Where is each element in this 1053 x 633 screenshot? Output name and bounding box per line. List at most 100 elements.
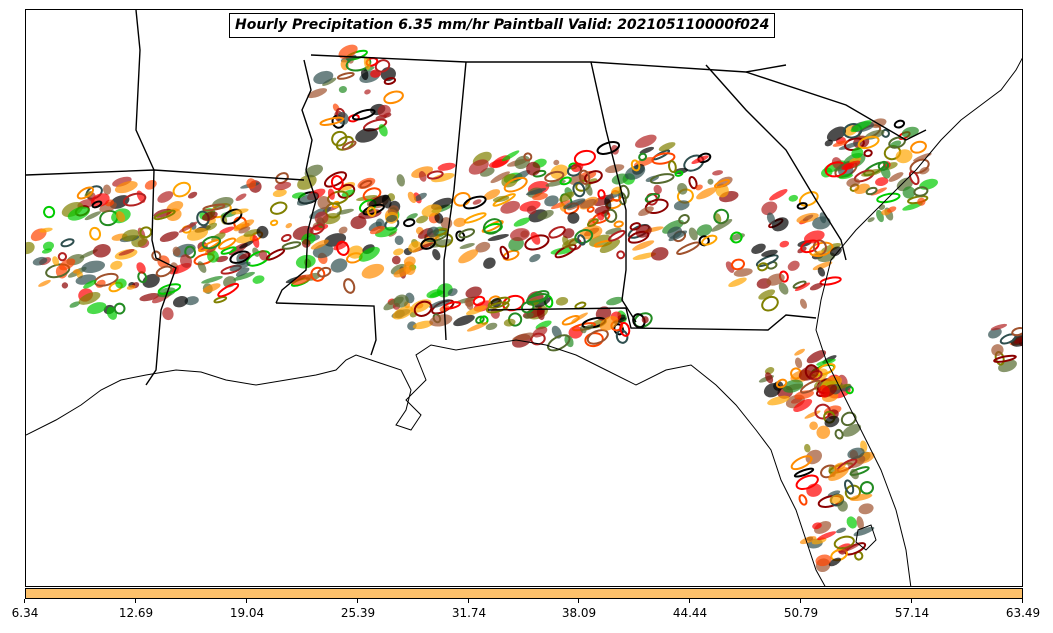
precip-blob [383,77,397,85]
precip-blob [393,294,409,308]
precip-blob [733,268,753,277]
precip-blob [532,192,548,201]
precipitation-paintball-layer [26,44,1022,573]
precip-blob [761,295,779,312]
precip-blob [688,227,698,241]
precip-blob [202,283,221,293]
precip-blob [795,474,819,491]
precip-blob [688,175,698,190]
precip-blob [364,89,371,95]
precip-blob [281,241,302,250]
precip-blob [113,302,126,315]
precip-blob [103,184,112,195]
precip-blob [812,522,822,530]
precip-blob [1011,327,1022,337]
precip-blob [464,297,475,307]
precip-blob [78,291,101,305]
precip-blob [462,195,487,210]
colorbar-tick-label: 38.09 [561,606,597,620]
precip-blob [327,188,335,200]
precip-blob [416,215,429,224]
precip-blob [386,214,398,223]
precip-blob [396,174,405,187]
precip-blob [853,526,875,537]
precip-blob [580,198,597,209]
precip-blob [458,249,479,264]
precip-blob [865,186,878,196]
precip-blob [378,124,388,137]
precip-blob [407,191,417,203]
precip-blob [453,217,466,228]
precip-blob [757,262,769,272]
colorbar [25,588,1023,599]
precip-blob [678,214,690,225]
precip-blob [26,241,35,255]
colorbar-tick-label: 63.49 [1005,606,1041,620]
precip-blob [616,250,626,260]
precip-blob [838,543,861,554]
precip-blob [919,178,938,190]
precip-blob [331,130,348,147]
precip-blob [57,252,68,262]
precip-blob [611,186,623,195]
precip-blob [281,233,292,243]
precip-blob [336,240,350,256]
colorbar-tick-label: 19.04 [229,606,265,620]
precip-blob [301,238,311,248]
precip-blob [794,357,803,369]
precip-blob [368,194,390,207]
precip-blob [429,299,451,309]
precip-blob [81,260,106,274]
precip-blob [561,315,580,326]
precip-blob [649,173,675,185]
precip-blob [836,527,847,534]
border-la-ms [275,302,377,356]
colorbar-tick-mark [800,599,801,603]
precip-blob [223,276,236,288]
precip-blob [76,186,95,200]
precip-blob [383,90,404,105]
precip-blob [803,230,825,244]
precip-blob [696,224,713,237]
precip-blob [115,278,127,289]
precip-blob [650,247,669,261]
precip-blob [812,261,833,271]
precip-blob [888,172,904,182]
precip-blob [677,182,688,195]
precip-blob [412,320,434,330]
precip-blob [42,241,55,251]
precip-blob [849,493,873,502]
precip-blob [667,160,677,174]
precip-blob [910,140,927,154]
precip-blob [794,390,814,400]
precip-blob [420,237,436,250]
precip-blob [115,211,126,223]
precip-blob [875,177,889,187]
precip-blob [597,212,605,221]
precip-blob [635,224,652,238]
precip-blob [69,301,81,308]
precip-blob [231,208,249,215]
precip-blob [432,248,441,261]
precip-blob [830,246,842,257]
precip-blob [790,455,813,471]
precip-blob [458,228,476,239]
colorbar-tick-label: 44.44 [672,606,708,620]
precip-blob [38,279,51,287]
precip-blob [794,282,811,292]
precip-blob [468,159,489,175]
border-ar-la [26,169,305,181]
precip-blob [887,206,897,213]
precip-blob [202,203,226,212]
precip-blob [238,252,251,260]
precip-blob [532,326,548,338]
colorbar-tick-mark [689,599,690,603]
precip-blob [548,225,566,239]
precip-blob [676,241,701,255]
precip-blob [534,297,551,308]
precip-blob [828,557,842,567]
precip-blob [272,189,287,198]
precip-blob [413,300,433,317]
precip-blob [804,443,811,453]
precip-blob [513,217,531,227]
